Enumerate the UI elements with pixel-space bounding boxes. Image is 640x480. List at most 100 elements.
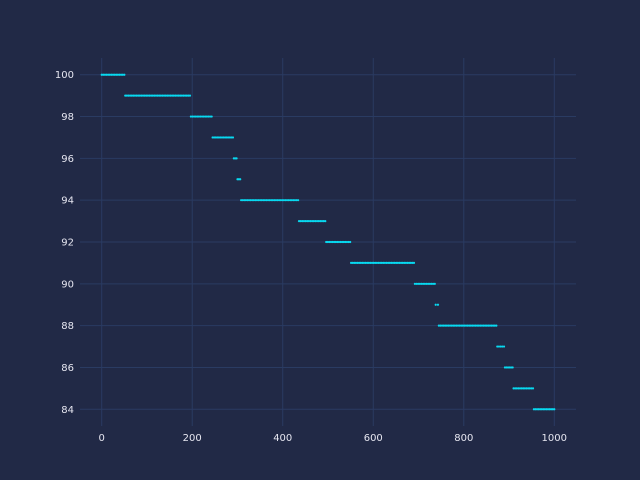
data-point bbox=[488, 324, 492, 327]
data-point bbox=[409, 261, 412, 265]
data-point bbox=[423, 282, 426, 285]
data-point bbox=[484, 324, 487, 327]
data-point bbox=[485, 324, 488, 327]
data-point bbox=[191, 115, 194, 118]
segment-y-98 bbox=[189, 115, 213, 118]
data-point bbox=[312, 219, 315, 223]
data-point bbox=[162, 94, 166, 97]
data-point bbox=[530, 387, 533, 390]
x-axis-ticks: 0 200 400 600 800 1000 bbox=[99, 433, 567, 444]
data-point bbox=[158, 94, 161, 97]
x-tick-label: 200 bbox=[183, 433, 202, 444]
data-point bbox=[553, 408, 556, 411]
data-point bbox=[495, 324, 498, 327]
data-point bbox=[477, 324, 480, 327]
data-point bbox=[447, 324, 450, 327]
data-point bbox=[339, 240, 342, 244]
y-tick-label: 100 bbox=[55, 70, 74, 81]
segment-y-92 bbox=[325, 240, 352, 244]
data-point bbox=[189, 115, 192, 118]
data-point bbox=[127, 94, 130, 97]
data-point bbox=[439, 324, 442, 327]
data-point bbox=[167, 94, 171, 97]
data-point bbox=[425, 282, 428, 285]
y-tick-label: 84 bbox=[61, 405, 74, 416]
data-point bbox=[244, 199, 247, 202]
data-point bbox=[347, 240, 350, 244]
data-point bbox=[456, 324, 460, 327]
data-point bbox=[437, 324, 440, 327]
grid-lines bbox=[80, 58, 576, 426]
x-tick-label: 400 bbox=[273, 433, 292, 444]
data-point bbox=[175, 94, 179, 97]
data-point bbox=[540, 408, 543, 411]
data-point bbox=[297, 219, 301, 223]
data-point bbox=[531, 387, 535, 390]
data-point bbox=[246, 199, 249, 202]
data-point bbox=[182, 94, 185, 97]
segment-y-88 bbox=[437, 324, 498, 327]
data-point bbox=[450, 324, 453, 327]
data-point bbox=[185, 94, 188, 97]
data-point bbox=[342, 240, 345, 244]
data-point bbox=[497, 345, 501, 348]
data-point bbox=[179, 94, 182, 97]
data-point bbox=[219, 136, 222, 139]
data-point bbox=[433, 282, 436, 285]
data-point bbox=[359, 261, 362, 265]
x-tick-label: 1000 bbox=[542, 433, 567, 444]
data-point bbox=[395, 261, 398, 265]
data-point bbox=[314, 219, 317, 223]
data-point bbox=[460, 324, 463, 327]
data-point bbox=[452, 324, 455, 327]
data-point bbox=[528, 387, 531, 390]
data-point bbox=[382, 261, 385, 265]
data-point bbox=[306, 219, 309, 223]
data-point bbox=[197, 115, 200, 118]
data-point bbox=[262, 199, 265, 202]
data-point bbox=[510, 366, 513, 369]
x-tick-label: 800 bbox=[454, 433, 473, 444]
segment-y-95 bbox=[236, 178, 242, 181]
data-point bbox=[249, 199, 252, 202]
data-point bbox=[254, 199, 257, 202]
data-point bbox=[393, 261, 396, 265]
data-point bbox=[164, 94, 167, 97]
data-point bbox=[293, 199, 297, 202]
data-point bbox=[257, 199, 260, 202]
data-point bbox=[499, 345, 502, 348]
data-point bbox=[137, 94, 140, 97]
data-point bbox=[354, 261, 358, 265]
data-point bbox=[328, 240, 331, 244]
data-point bbox=[159, 94, 162, 97]
data-point bbox=[511, 366, 514, 369]
data-point bbox=[225, 136, 228, 139]
data-point bbox=[413, 282, 416, 285]
data-point bbox=[482, 324, 485, 327]
data-point bbox=[100, 73, 103, 76]
data-point bbox=[295, 199, 298, 202]
data-point bbox=[480, 324, 484, 327]
data-point bbox=[146, 94, 150, 97]
data-point bbox=[527, 387, 530, 390]
data-point bbox=[358, 261, 361, 265]
data-point bbox=[361, 261, 364, 265]
data-point bbox=[174, 94, 177, 97]
data-point bbox=[116, 73, 119, 76]
segment-y-93 bbox=[297, 219, 327, 223]
data-point bbox=[243, 199, 246, 202]
data-point bbox=[537, 408, 540, 411]
data-point bbox=[523, 387, 527, 390]
data-point bbox=[506, 366, 510, 369]
data-point bbox=[205, 115, 208, 118]
data-point bbox=[334, 240, 337, 244]
data-point bbox=[490, 324, 493, 327]
segment-y-90 bbox=[413, 282, 436, 285]
data-point bbox=[132, 94, 135, 97]
data-point bbox=[430, 282, 433, 285]
data-point bbox=[463, 324, 466, 327]
data-point bbox=[210, 115, 213, 118]
segment-y-85 bbox=[512, 387, 535, 390]
data-point bbox=[103, 73, 107, 76]
